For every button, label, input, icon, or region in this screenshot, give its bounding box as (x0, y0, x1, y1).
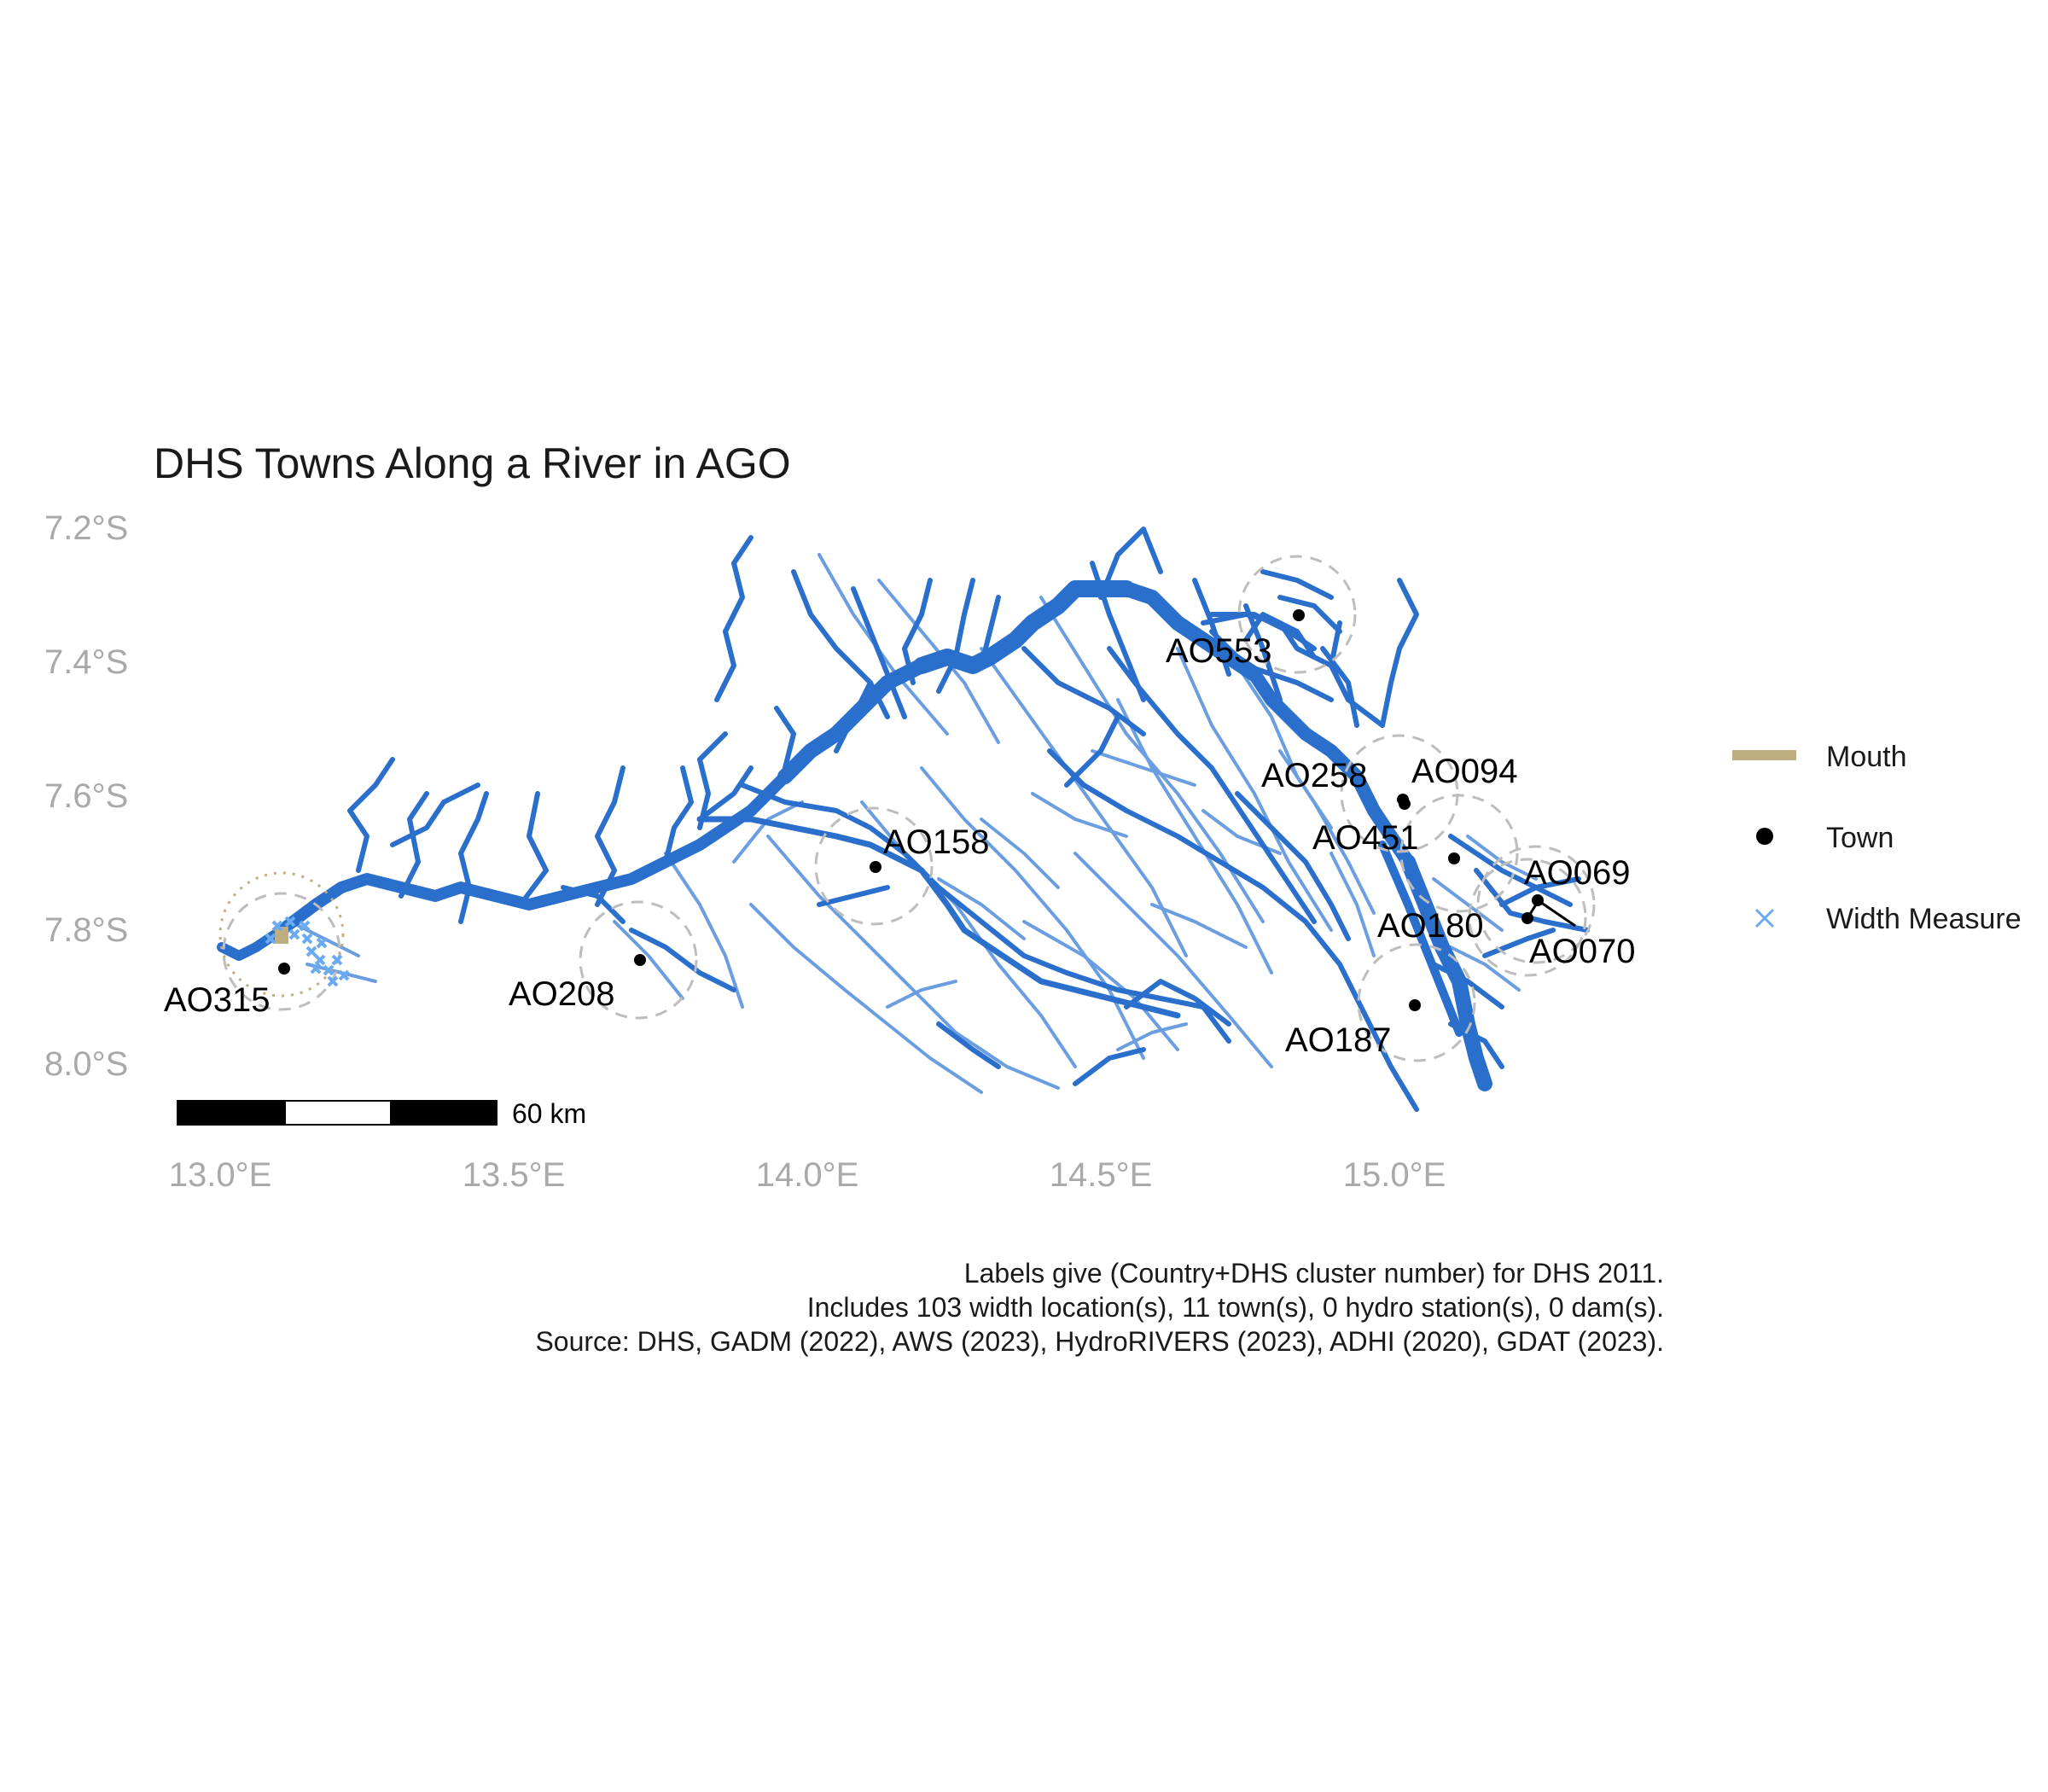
scale-bar-segment (390, 1100, 497, 1126)
town-dot[interactable] (1399, 798, 1411, 810)
scale-bar-segment (177, 1100, 286, 1126)
minor-tributaries (288, 553, 1538, 1094)
label-leader-line (1537, 899, 1576, 928)
buffer-ao158 (814, 806, 934, 926)
captions: Labels give (Country+DHS cluster number)… (535, 1258, 1664, 1357)
y-tick-label: 7.4°S (44, 643, 128, 681)
x-tick-label: 14.5°E (1050, 1156, 1153, 1194)
scale-bar-label: 60 km (512, 1098, 586, 1129)
caption-line: Labels give (Country+DHS cluster number)… (964, 1258, 1664, 1289)
y-tick-label: 7.6°S (44, 777, 128, 815)
label-leader-line (1526, 904, 1538, 919)
x-tick-label: 14.0°E (756, 1156, 859, 1194)
town-dot[interactable] (634, 954, 646, 966)
town-dot[interactable] (1293, 609, 1305, 621)
town-label: AO180 (1377, 907, 1484, 945)
mouth-area (218, 871, 350, 998)
caption-line: Includes 103 width location(s), 11 town(… (807, 1292, 1664, 1323)
town-dot[interactable] (1409, 999, 1421, 1011)
width-measures (265, 916, 350, 987)
buffer-ao187 (1357, 943, 1476, 1062)
y-tick-label: 7.2°S (44, 509, 128, 547)
ao158-tributary (696, 816, 1181, 1019)
town-buffers (222, 555, 1596, 1062)
legend-label: Width Measure (1826, 903, 2022, 935)
town-dot[interactable] (1448, 852, 1460, 864)
x-tick-label: 13.5°E (463, 1156, 566, 1194)
town-label: AO553 (1166, 632, 1272, 670)
legend-town-symbol (1756, 828, 1773, 845)
town-label: AO158 (883, 823, 990, 861)
town-dot[interactable] (870, 861, 881, 873)
x-axis: 13.0°E 13.5°E 14.0°E 14.5°E 15.0°E (169, 1156, 1446, 1194)
towns (278, 609, 1576, 1011)
town-label: AO208 (509, 975, 615, 1013)
town-label: AO315 (164, 981, 271, 1019)
legend-label: Town (1826, 822, 1894, 854)
town-label: AO187 (1285, 1021, 1392, 1059)
x-tick-label: 13.0°E (169, 1156, 272, 1194)
town-label: AO258 (1261, 757, 1368, 794)
mouth-circle (218, 871, 345, 998)
town-labels: AO315 AO208 AO158 AO553 AO258 AO094 AO45… (164, 632, 1636, 1059)
buffer-ao208 (579, 900, 698, 1020)
y-tick-label: 7.8°S (44, 911, 128, 949)
scale-bar: 60 km (177, 1098, 586, 1129)
legend-label: Mouth (1826, 741, 1907, 773)
buffer-ao553 (1237, 555, 1357, 674)
caption-line: Source: DHS, GADM (2022), AWS (2023), Hy… (535, 1326, 1664, 1357)
buffer-ao315 (222, 892, 341, 1011)
town-label: AO451 (1312, 819, 1419, 857)
y-axis: 7.2°S 7.4°S 7.6°S 7.8°S 8.0°S (44, 509, 128, 1083)
x-tick-label: 15.0°E (1343, 1156, 1446, 1194)
map-title: DHS Towns Along a River in AGO (154, 439, 791, 487)
main-river (217, 580, 1492, 1091)
buffer-ao451 (1399, 794, 1519, 913)
legend-width-measure-symbol (1754, 908, 1775, 928)
y-tick-label: 8.0°S (44, 1045, 128, 1083)
buffer-ao258 (1340, 734, 1459, 853)
town-dot[interactable] (278, 963, 290, 975)
buffer-ao180 (1468, 858, 1587, 977)
town-label: AO069 (1524, 854, 1631, 892)
legend: Mouth Town Width Measure (1732, 741, 2022, 935)
town-label: AO094 (1411, 753, 1518, 790)
scale-bar-segment (284, 1100, 392, 1126)
town-label: AO070 (1529, 933, 1636, 970)
mouth-marker (275, 927, 288, 944)
buffer-ao069 (1476, 845, 1596, 964)
